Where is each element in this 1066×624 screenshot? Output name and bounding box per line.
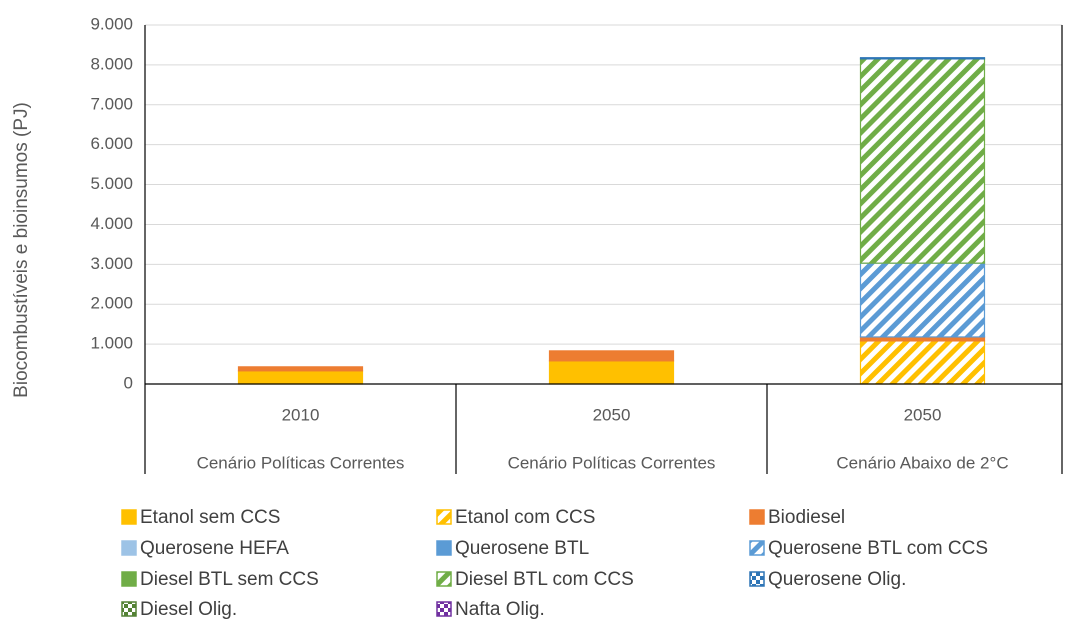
x-tick-label: 2010 [282,405,320,424]
y-tick-label: 0 [124,373,133,392]
legend-label: Querosene BTL [455,538,589,559]
group-label: Cenário Abaixo de 2°C [836,453,1008,472]
legend-label: Etanol com CCS [455,507,595,528]
bar-segment [548,350,675,362]
legend-swatch [749,540,765,556]
legend-swatch [121,509,137,525]
legend-swatch [749,571,765,587]
legend-swatch [121,571,137,587]
x-tick-label: 2050 [593,405,631,424]
bar-segment [859,58,986,264]
bar-segment [548,360,675,385]
legend-label: Querosene HEFA [140,538,289,559]
y-tick-label: 1.000 [90,334,133,353]
y-tick-label: 3.000 [90,254,133,273]
y-tick-label: 2.000 [90,294,133,313]
legend-label: Nafta Olig. [455,599,545,620]
legend-label: Biodiesel [768,507,845,528]
legend-swatch [749,509,765,525]
legend-label: Diesel Olig. [140,599,237,620]
legend-swatch [436,571,452,587]
legend-swatch [121,540,137,556]
bar-segment [859,340,986,385]
y-tick-label: 5.000 [90,174,133,193]
legend-swatch [436,601,452,617]
legend-swatch [436,509,452,525]
group-label: Cenário Políticas Correntes [508,453,716,472]
bar-segment [237,366,364,372]
bar-segment [859,57,986,60]
y-axis-title: Biocombustíveis e bioinsumos (PJ) [11,102,32,398]
y-tick-label: 6.000 [90,134,133,153]
x-tick-label: 2050 [904,405,942,424]
legend-label: Etanol sem CCS [140,507,280,528]
legend-label: Querosene Olig. [768,569,906,590]
y-tick-label: 9.000 [90,14,133,33]
bar-segment [237,370,364,385]
legend-label: Diesel BTL sem CCS [140,569,319,590]
group-label: Cenário Políticas Correntes [197,453,405,472]
y-tick-label: 4.000 [90,214,133,233]
bar-segment [859,262,986,338]
legend-label: Querosene BTL com CCS [768,538,988,559]
y-tick-label: 7.000 [90,94,133,113]
y-tick-label: 8.000 [90,54,133,73]
legend-swatch [436,540,452,556]
legend-swatch [121,601,137,617]
legend-label: Diesel BTL com CCS [455,569,634,590]
